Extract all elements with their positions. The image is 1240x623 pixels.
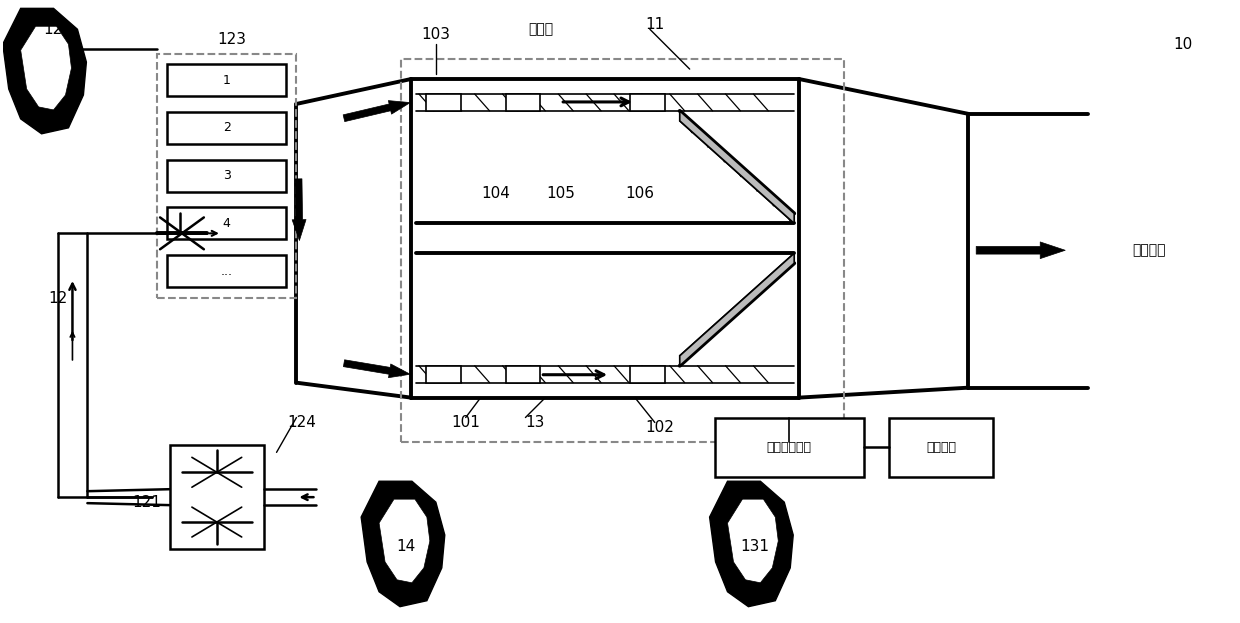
Polygon shape <box>379 499 430 583</box>
Polygon shape <box>361 481 445 607</box>
Text: 123: 123 <box>217 32 247 47</box>
Text: ...: ... <box>221 265 233 278</box>
Text: 14: 14 <box>397 540 415 554</box>
Text: 13: 13 <box>526 415 546 430</box>
Bar <box>425 366 461 383</box>
Bar <box>167 112 286 144</box>
Bar <box>630 366 665 383</box>
Text: 3: 3 <box>223 169 231 182</box>
Bar <box>714 417 864 477</box>
Text: 104: 104 <box>481 186 510 201</box>
Text: 101: 101 <box>451 415 480 430</box>
Bar <box>630 94 665 111</box>
Bar <box>167 255 286 287</box>
Text: 103: 103 <box>422 27 450 42</box>
Text: 1: 1 <box>223 74 231 87</box>
Bar <box>889 417 993 477</box>
Text: 电功能源: 电功能源 <box>926 441 956 454</box>
Bar <box>157 54 296 298</box>
Text: 12: 12 <box>48 290 67 305</box>
Polygon shape <box>680 254 794 366</box>
Text: 102: 102 <box>645 420 675 435</box>
Bar <box>506 366 541 383</box>
Polygon shape <box>709 481 794 607</box>
Bar <box>167 159 286 191</box>
Text: 106: 106 <box>625 186 655 201</box>
Text: 10: 10 <box>1173 37 1192 52</box>
Polygon shape <box>680 111 794 224</box>
Text: 131: 131 <box>740 540 769 554</box>
Text: 124: 124 <box>286 415 316 430</box>
Polygon shape <box>21 26 72 110</box>
Text: 试验段: 试验段 <box>528 22 553 36</box>
Text: 121: 121 <box>133 495 161 510</box>
Bar <box>506 94 541 111</box>
Text: 电功率调节器: 电功率调节器 <box>766 441 812 454</box>
Text: 105: 105 <box>546 186 574 201</box>
Text: 122: 122 <box>43 22 72 37</box>
Polygon shape <box>2 8 87 134</box>
Bar <box>167 207 286 239</box>
Text: 4: 4 <box>223 217 231 230</box>
Text: 2: 2 <box>223 121 231 135</box>
Bar <box>167 64 286 96</box>
Text: 11: 11 <box>645 17 665 32</box>
Bar <box>401 59 844 442</box>
Bar <box>170 445 264 549</box>
Polygon shape <box>728 499 779 583</box>
Text: 尾气处理: 尾气处理 <box>1132 243 1166 257</box>
Bar <box>425 94 461 111</box>
